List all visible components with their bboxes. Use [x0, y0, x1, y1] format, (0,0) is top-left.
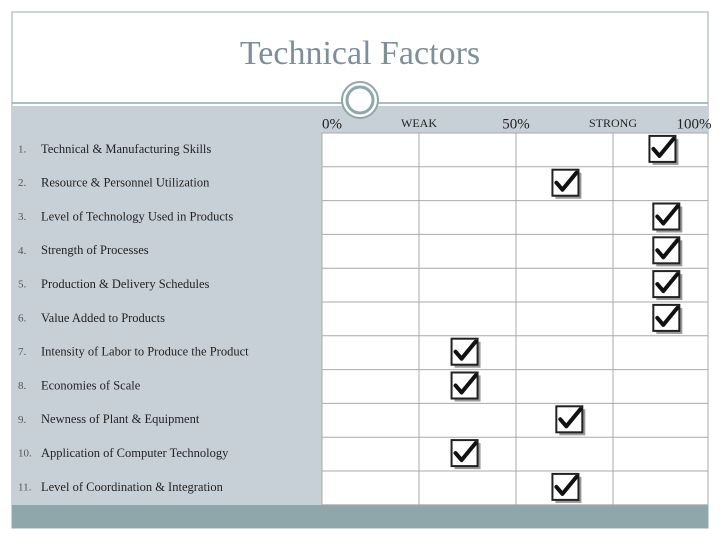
check-tick [655, 272, 680, 294]
row-label: Value Added to Products [41, 311, 165, 325]
row-label: Production & Delivery Schedules [41, 277, 210, 291]
check-tick [554, 170, 579, 192]
checkmark [652, 270, 683, 301]
row-number: 10. [18, 448, 32, 460]
row-label: Level of Coordination & Integration [41, 480, 224, 494]
check-tick [453, 339, 478, 361]
scale-label: 0% [322, 116, 342, 132]
row-label: Strength of Processes [41, 243, 149, 257]
row-label: Economies of Scale [41, 378, 141, 392]
row-number: 4. [18, 245, 27, 257]
row-label: Resource & Personnel Utilization [41, 176, 210, 190]
row-number: 6. [18, 312, 27, 324]
grid-background [321, 132, 709, 506]
checkmark [450, 337, 481, 368]
check-tick [655, 204, 680, 226]
row-number: 2. [18, 177, 27, 189]
scale-label: 100% [677, 116, 712, 132]
check-tick [554, 474, 579, 496]
checkmark [648, 134, 679, 165]
checkmark [652, 303, 683, 334]
checkmark [450, 371, 481, 402]
checkmark [652, 236, 683, 267]
row-number: 3. [18, 211, 27, 223]
row-label: Application of Computer Technology [41, 446, 229, 460]
checkmark [551, 472, 582, 503]
row-number: 1. [18, 143, 27, 155]
row-number: 11. [18, 481, 32, 493]
checkmark [652, 202, 683, 233]
check-tick [453, 373, 478, 395]
check-tick [655, 305, 680, 327]
check-tick [453, 441, 478, 463]
scale-label: WEAK [401, 116, 437, 130]
check-tick [655, 238, 680, 260]
row-number: 8. [18, 380, 27, 392]
check-tick [651, 136, 676, 158]
check-tick [558, 407, 583, 429]
row-label: Technical & Manufacturing Skills [41, 142, 211, 156]
scale-label: STRONG [589, 116, 637, 130]
checkmark [450, 439, 481, 470]
title: Technical Factors [240, 35, 480, 72]
row-label: Intensity of Labor to Produce the Produc… [41, 345, 249, 359]
row-number: 9. [18, 414, 27, 426]
footer-band [12, 505, 708, 528]
checkmark [555, 405, 586, 436]
row-number: 7. [18, 346, 27, 358]
row-label: Newness of Plant & Equipment [41, 412, 200, 426]
scale-label: 50% [502, 116, 530, 132]
row-label: Level of Technology Used in Products [41, 209, 233, 223]
checkmark [551, 168, 582, 199]
ornament-inner [345, 85, 375, 115]
row-number: 5. [18, 279, 27, 291]
